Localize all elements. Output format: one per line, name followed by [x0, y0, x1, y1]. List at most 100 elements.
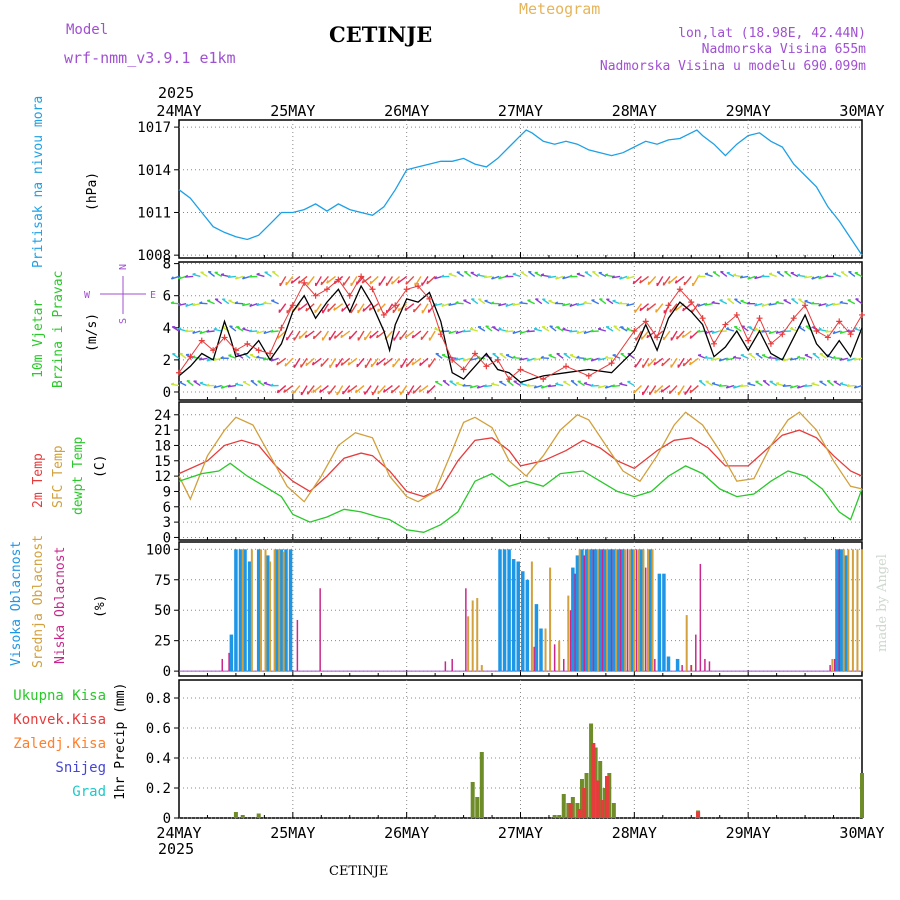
- wind-gust-marker: [221, 334, 228, 341]
- wind-arrow-head: [775, 382, 780, 385]
- wind-arrow-head: [789, 385, 793, 389]
- wind-axis-label-2: Brzina i Pravac: [51, 271, 66, 388]
- wind-arrow-head: [825, 329, 829, 333]
- total-precip-bar: [479, 752, 484, 818]
- wind-arrow: [400, 357, 408, 369]
- total-precip-bar: [860, 773, 864, 818]
- wind-arrow: [342, 276, 351, 286]
- wind-arrow-head: [761, 303, 765, 307]
- cloud-axis-label-low: Niska Oblacnost: [53, 547, 68, 664]
- wind-arrow-head: [469, 327, 474, 330]
- precip-legend: Ukupna Kisa Konvek.Kisa Zaledj.Kisa Snijeg G…: [13, 688, 106, 800]
- total-precip-bar: [256, 813, 261, 818]
- mid-cloud-bar: [544, 628, 547, 672]
- wind-arrow: [662, 330, 671, 341]
- wind-arrow-head: [297, 280, 301, 284]
- wind-arrow: [355, 385, 365, 394]
- mid-cloud-bar: [259, 549, 262, 672]
- y-tick-label: 100: [146, 542, 171, 558]
- wind-arrow-head: [178, 327, 182, 330]
- mid-cloud-bar: [467, 616, 470, 672]
- precip-legend-item: Grad: [72, 784, 106, 800]
- wind-arrow-head: [761, 329, 765, 333]
- wind-arrow-head: [604, 355, 608, 359]
- wind-arrow-head: [347, 389, 350, 393]
- wind-arrow: [320, 357, 329, 367]
- wind-arrow-head: [483, 275, 487, 279]
- wind-arrow-head: [413, 308, 415, 313]
- high-cloud-bar: [589, 549, 593, 672]
- wind-arrow-head: [220, 385, 224, 389]
- wind-arrow: [376, 357, 386, 366]
- wind-arrow-head: [170, 301, 175, 304]
- wind-arrow-head: [583, 300, 587, 304]
- product-title: Meteogram: [519, 0, 600, 18]
- wind-arrow-head: [732, 385, 736, 389]
- wind-arrow-head: [312, 389, 315, 393]
- wind-arrow-head: [668, 390, 671, 394]
- mid-cloud-bar: [587, 549, 590, 672]
- wind-gust-marker: [494, 356, 501, 363]
- conv-precip-bar: [600, 800, 605, 818]
- wind-arrow: [300, 385, 308, 396]
- wind-gust-marker: [415, 283, 422, 290]
- wind-arrow-head: [526, 358, 530, 362]
- wind-arrow: [689, 357, 699, 366]
- wind-arrow-head: [347, 362, 350, 366]
- wind-gust-marker: [802, 302, 809, 309]
- wind-gust-marker: [426, 295, 433, 302]
- wind-arrow: [340, 330, 351, 339]
- wind-gust-marker: [745, 337, 752, 344]
- conv-precip-bar: [568, 803, 573, 818]
- low-cloud-bar: [704, 658, 706, 672]
- wind-arrow-head: [476, 385, 480, 389]
- wind-arrow-head: [276, 335, 280, 339]
- high-cloud-bar: [621, 549, 625, 672]
- wind-arrow-head: [619, 382, 623, 385]
- wind-gust-marker: [813, 328, 820, 334]
- footer-station: CETINJE: [329, 864, 388, 879]
- wind-arrow-head: [462, 383, 466, 387]
- wind-arrow-head: [340, 334, 343, 338]
- wind-arrow: [675, 275, 685, 284]
- wind-arrow-head: [206, 329, 210, 333]
- y-tick-label: 0.6: [146, 721, 171, 737]
- wind-arrow-head: [199, 381, 203, 384]
- wind-arrow-head: [846, 358, 850, 362]
- wind-arrow: [676, 330, 685, 340]
- low-cloud-bar: [654, 658, 656, 672]
- wind-arrow: [348, 330, 358, 340]
- total-precip-bar: [589, 723, 594, 818]
- high-cloud-bar: [675, 658, 680, 672]
- wind-arrow: [314, 303, 322, 314]
- bottom-date-label: 28MAY: [612, 824, 657, 842]
- wind-arrow-head: [661, 362, 664, 367]
- wind-arrow: [284, 357, 294, 367]
- wind-arrow: [682, 303, 692, 312]
- wind-arrow-head: [654, 390, 657, 394]
- wind-arrow-head: [213, 385, 217, 389]
- wind-arrow-head: [455, 381, 460, 384]
- mid-cloud-bar: [264, 549, 267, 672]
- wind-arrow: [683, 275, 692, 286]
- wind-arrow-head: [199, 357, 203, 361]
- wind-arrow: [639, 303, 650, 312]
- wind-arrow-head: [569, 274, 573, 278]
- wind-arrow: [328, 385, 337, 395]
- wind-arrow-head: [653, 361, 656, 366]
- wind-arrow-head: [448, 330, 452, 334]
- wind-arrow-head: [498, 276, 502, 280]
- wind-arrow-head: [206, 383, 210, 387]
- wind-arrow-head: [604, 273, 609, 276]
- y-tick-label: 15: [154, 454, 171, 470]
- credit-text: made by Angel: [875, 554, 890, 652]
- wind-arrow: [328, 330, 337, 341]
- wind-arrow: [640, 330, 650, 340]
- wind-arrow-head: [220, 273, 225, 276]
- mid-cloud-bar: [861, 549, 863, 672]
- high-cloud-bar: [238, 549, 243, 672]
- wind-arrow-head: [839, 357, 843, 361]
- wind-arrow-head: [768, 355, 772, 359]
- wind-arrow: [392, 303, 401, 314]
- wind-arrow: [418, 384, 429, 393]
